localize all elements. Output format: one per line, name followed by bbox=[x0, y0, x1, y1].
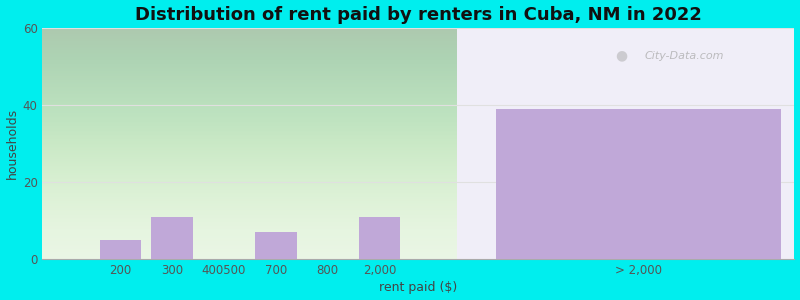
Text: City-Data.com: City-Data.com bbox=[644, 51, 723, 61]
Text: ●: ● bbox=[615, 49, 627, 63]
Bar bbox=[496, 109, 782, 260]
X-axis label: rent paid ($): rent paid ($) bbox=[379, 281, 458, 294]
Bar bbox=[458, 28, 794, 260]
Bar bbox=[359, 217, 400, 260]
Bar bbox=[42, 28, 458, 260]
Title: Distribution of rent paid by renters in Cuba, NM in 2022: Distribution of rent paid by renters in … bbox=[135, 6, 702, 24]
Bar bbox=[255, 232, 297, 260]
Bar bbox=[99, 240, 141, 260]
Y-axis label: households: households bbox=[6, 108, 18, 179]
Bar bbox=[151, 217, 193, 260]
